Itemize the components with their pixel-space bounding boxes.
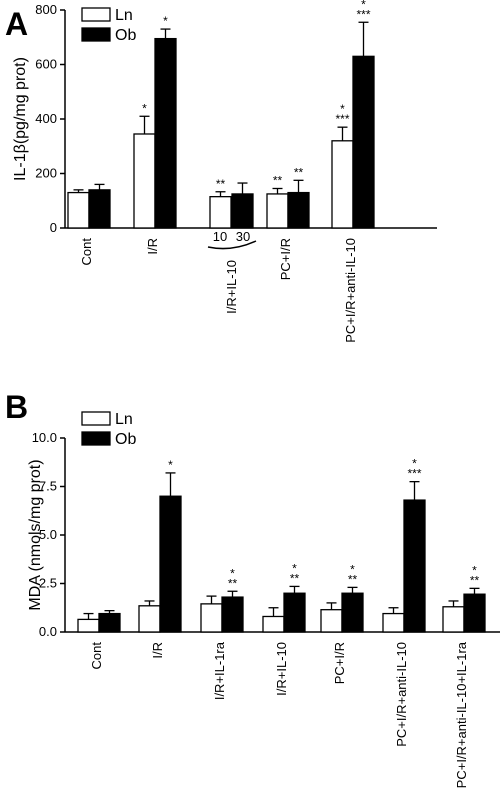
significance-mark: *** [407, 467, 421, 481]
legend-label-ln: Ln [115, 7, 133, 24]
y-tick-label: 0.0 [39, 624, 57, 639]
bar-ob [154, 37, 177, 229]
bar-ln [67, 191, 90, 229]
significance-mark: *** [335, 112, 349, 126]
bar-ob [221, 596, 244, 633]
bar-ln [209, 196, 232, 229]
significance-mark: * [361, 0, 366, 11]
y-tick-label: 0 [50, 220, 57, 235]
category-label: Cont [89, 642, 104, 670]
significance-mark: ** [290, 571, 300, 585]
bar-ln [382, 612, 405, 633]
significance-mark: ** [348, 572, 358, 586]
y-axis-label: IL-1β(pg/mg prot) [12, 57, 29, 181]
bar-ob [352, 55, 375, 229]
legend-label-ln: Ln [115, 411, 133, 428]
y-tick-label: 2.5 [39, 576, 57, 591]
significance-mark: * [163, 14, 168, 28]
y-tick-label: 200 [35, 166, 57, 181]
category-label: PC+I/R [278, 238, 293, 280]
panel-label: B [5, 389, 28, 425]
legend-swatch-ln [81, 411, 111, 426]
bar-ob [341, 592, 364, 633]
legend-label-ob: Ob [115, 27, 136, 44]
y-axis-label: MDA (nmols/mg prot) [27, 459, 44, 610]
y-tick-label: 10.0 [32, 430, 57, 445]
panel-label: A [5, 6, 28, 42]
bar-ln [262, 615, 285, 633]
significance-mark: ** [216, 177, 226, 191]
bar-ln [320, 609, 343, 633]
bar-ob [283, 592, 306, 633]
dose-bracket [207, 240, 257, 250]
significance-mark: ** [228, 576, 238, 590]
significance-mark: ** [294, 165, 304, 179]
y-tick-label: 600 [35, 57, 57, 72]
bar-ln [200, 603, 223, 633]
legend-swatch-ob [81, 27, 111, 42]
significance-mark: * [168, 458, 173, 472]
category-label: I/R [145, 238, 160, 255]
category-label: I/R+IL-1ra [212, 641, 227, 700]
bar-ln [442, 606, 465, 633]
category-label: I/R+IL-10 [274, 642, 289, 696]
y-tick-label: 7.5 [39, 479, 57, 494]
bar-ob [463, 593, 486, 633]
y-tick-label: 5.0 [39, 527, 57, 542]
significance-mark: * [340, 102, 345, 116]
bar-ob [98, 612, 121, 633]
dose-label: 10 [213, 229, 227, 244]
significance-mark: * [472, 563, 477, 577]
category-label: I/R+IL-10 [224, 260, 239, 314]
legend-swatch-ln [81, 7, 111, 22]
bar-ln [331, 140, 354, 229]
legend-swatch-ob [81, 431, 111, 446]
significance-mark: ** [470, 573, 480, 587]
category-label: PC+I/R+anti-IL-10 [394, 642, 409, 747]
bar-ln [133, 133, 156, 229]
bar-ln [266, 193, 289, 229]
category-label: Cont [79, 238, 94, 266]
significance-mark: *** [356, 7, 370, 21]
bar-ob [88, 189, 111, 229]
bar-ob [231, 193, 254, 229]
y-tick-label: 400 [35, 111, 57, 126]
category-label: PC+I/R+anti-IL-10+IL-1ra [454, 641, 469, 788]
category-label: I/R [150, 642, 165, 659]
significance-mark: * [230, 566, 235, 580]
dose-label: 30 [236, 229, 250, 244]
bar-ln [138, 605, 161, 633]
category-label: PC+I/R [332, 642, 347, 684]
significance-mark: * [292, 561, 297, 575]
bar-ob [287, 191, 310, 229]
significance-mark: * [350, 562, 355, 576]
legend-label-ob: Ob [115, 431, 136, 448]
bar-ob [403, 499, 426, 633]
y-tick-label: 800 [35, 2, 57, 17]
bar-ob [159, 495, 182, 633]
significance-mark: * [142, 101, 147, 115]
bar-ln [77, 618, 100, 633]
category-label: PC+I/R+anti-IL-10 [343, 238, 358, 343]
significance-mark: * [412, 457, 417, 471]
significance-mark: ** [273, 173, 283, 187]
